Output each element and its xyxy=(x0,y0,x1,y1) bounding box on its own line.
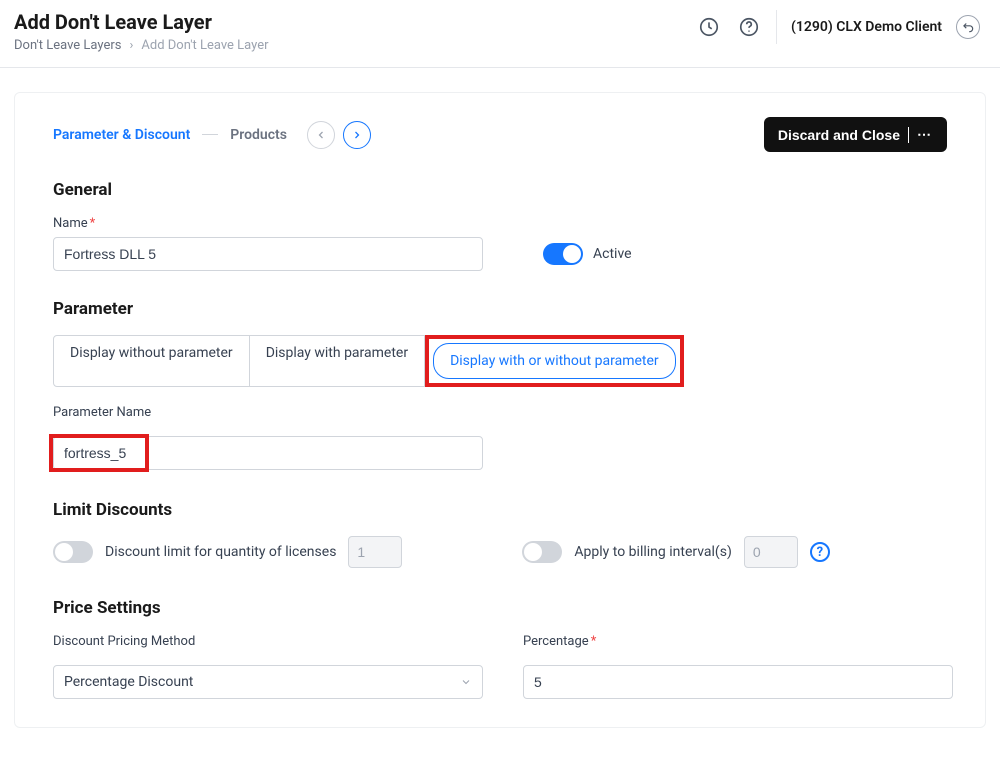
pricing-method-value: Percentage Discount xyxy=(64,674,193,690)
topbar-right: (1290) CLX Demo Client xyxy=(696,10,980,44)
card-header: Parameter & Discount Products Discard an… xyxy=(53,117,947,152)
page-title: Add Don't Leave Layer xyxy=(14,10,269,34)
topbar-left: Add Don't Leave Layer Don't Leave Layers… xyxy=(14,10,269,53)
client-label: (1290) CLX Demo Client xyxy=(791,19,942,35)
name-field: Name* xyxy=(53,216,483,271)
section-parameter-title: Parameter xyxy=(53,299,947,319)
discard-close-button[interactable]: Discard and Close ⋯ xyxy=(764,117,947,152)
pricing-method-select[interactable]: Percentage Discount xyxy=(53,665,483,699)
breadcrumb-current: Add Don't Leave Layer xyxy=(141,38,268,53)
breadcrumb: Don't Leave Layers › Add Don't Leave Lay… xyxy=(14,38,269,53)
billing-interval-input[interactable] xyxy=(744,536,798,568)
percentage-label: Percentage* xyxy=(523,634,953,649)
pricing-method-field: Discount Pricing Method Percentage Disco… xyxy=(53,634,483,699)
license-limit-toggle[interactable] xyxy=(53,541,93,563)
button-divider xyxy=(908,127,909,143)
billing-interval-toggle[interactable] xyxy=(522,541,562,563)
percentage-field: Percentage* xyxy=(523,634,953,699)
form-card: Parameter & Discount Products Discard an… xyxy=(14,92,986,728)
help-icon[interactable] xyxy=(736,14,762,40)
parameter-name-field: Parameter Name xyxy=(53,405,947,470)
option-without-parameter[interactable]: Display without parameter xyxy=(53,335,250,387)
chevron-down-icon xyxy=(460,676,472,688)
stepper: Parameter & Discount Products xyxy=(53,121,371,149)
required-marker: * xyxy=(591,634,597,649)
license-limit-label: Discount limit for quantity of licenses xyxy=(105,544,336,560)
more-icon[interactable]: ⋯ xyxy=(917,126,933,143)
active-toggle[interactable] xyxy=(543,243,583,265)
active-label: Active xyxy=(593,246,632,262)
parameter-name-input[interactable] xyxy=(53,436,483,470)
section-price-title: Price Settings xyxy=(53,598,947,618)
billing-interval-item: Apply to billing interval(s) ? xyxy=(522,536,829,568)
discard-label: Discard and Close xyxy=(778,127,900,143)
option-with-parameter[interactable]: Display with parameter xyxy=(250,335,425,387)
topbar: Add Don't Leave Layer Don't Leave Layers… xyxy=(0,0,1000,68)
required-marker: * xyxy=(90,216,96,231)
parameter-display-options: Display without parameter Display with p… xyxy=(53,335,947,387)
section-limit-title: Limit Discounts xyxy=(53,500,947,520)
option-with-or-without-parameter[interactable]: Display with or without parameter xyxy=(433,343,676,379)
name-input[interactable] xyxy=(53,237,483,271)
vertical-divider xyxy=(776,10,777,44)
name-label: Name* xyxy=(53,216,483,231)
history-icon[interactable] xyxy=(696,14,722,40)
parameter-name-label: Parameter Name xyxy=(53,405,947,420)
prev-button[interactable] xyxy=(307,121,335,149)
breadcrumb-root[interactable]: Don't Leave Layers xyxy=(14,38,121,53)
active-toggle-wrap: Active xyxy=(543,237,632,271)
step-separator xyxy=(202,134,218,135)
step-products[interactable]: Products xyxy=(230,127,287,143)
percentage-input[interactable] xyxy=(523,665,953,699)
chevron-right-icon: › xyxy=(129,38,133,53)
return-icon[interactable] xyxy=(956,15,980,39)
pricing-method-label: Discount Pricing Method xyxy=(53,634,483,649)
next-button[interactable] xyxy=(343,121,371,149)
help-tooltip-icon[interactable]: ? xyxy=(810,542,830,562)
license-limit-input[interactable] xyxy=(348,536,402,568)
step-parameter-discount[interactable]: Parameter & Discount xyxy=(53,127,190,143)
billing-interval-label: Apply to billing interval(s) xyxy=(574,544,731,560)
highlight-box-option: Display with or without parameter xyxy=(425,335,684,387)
license-limit-item: Discount limit for quantity of licenses xyxy=(53,536,402,568)
section-general-title: General xyxy=(53,180,947,200)
